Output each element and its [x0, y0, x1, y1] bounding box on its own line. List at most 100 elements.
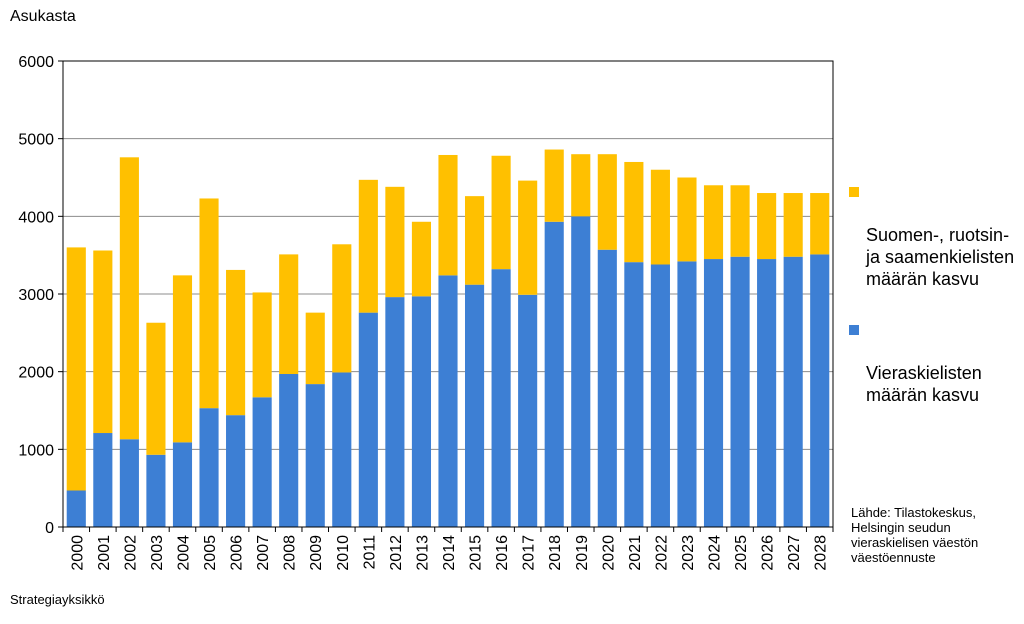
- x-tick-label: 2006: [229, 535, 246, 571]
- x-tick-label: 2002: [122, 535, 139, 571]
- bar-foreign: [650, 264, 670, 527]
- bar-foreign: [810, 254, 830, 527]
- bar-native: [730, 185, 750, 257]
- x-tick-label: 2022: [653, 535, 670, 571]
- x-tick-label: 2028: [813, 535, 830, 571]
- x-tick-label: 2004: [175, 535, 192, 571]
- legend-item-native: Suomen-, ruotsin- ja saamenkielisten mää…: [846, 180, 1024, 290]
- legend-swatch-foreign: [849, 325, 859, 335]
- bar-foreign: [491, 269, 511, 527]
- y-tick-label: 6000: [18, 54, 54, 71]
- bar-native: [783, 193, 803, 257]
- x-tick-label: 2026: [760, 535, 777, 571]
- x-tick-label: 2009: [308, 535, 325, 571]
- y-tick-label: 1000: [18, 442, 54, 459]
- x-tick-label: 2013: [414, 535, 431, 571]
- bars: [66, 149, 830, 528]
- legend-label-native: Suomen-, ruotsin- ja saamenkielisten mää…: [866, 225, 1015, 289]
- bar-foreign: [438, 275, 458, 527]
- bar-native: [677, 177, 697, 262]
- legend-item-foreign: Vieraskielisten määrän kasvu: [846, 318, 1024, 406]
- x-tick-label: 2008: [282, 535, 299, 571]
- bar-foreign: [730, 256, 750, 527]
- y-axis-label: Asukasta: [10, 8, 76, 25]
- bar-native: [385, 186, 405, 298]
- bar-foreign: [252, 397, 272, 527]
- plot-frame: [62, 60, 834, 528]
- x-tick-label: 2005: [202, 535, 219, 571]
- bar-foreign: [518, 294, 538, 527]
- x-tick-label: 2023: [680, 535, 697, 571]
- bar-foreign: [358, 312, 378, 527]
- x-tick-label: 2000: [69, 535, 86, 571]
- bar-native: [650, 169, 670, 265]
- bar-foreign: [279, 373, 299, 527]
- bar-native: [757, 193, 777, 260]
- bar-foreign: [677, 261, 697, 527]
- bar-foreign: [544, 221, 564, 527]
- x-tick-label: 2011: [361, 535, 378, 570]
- bar-native: [332, 244, 352, 373]
- x-tick-label: 2016: [494, 535, 511, 571]
- bar-foreign: [93, 433, 113, 527]
- bar-foreign: [757, 259, 777, 527]
- bar-native: [252, 292, 272, 398]
- bar-native: [491, 155, 511, 270]
- bar-native: [518, 180, 538, 295]
- bar-foreign: [305, 384, 325, 527]
- bar-native: [119, 157, 139, 440]
- bar-foreign: [703, 259, 724, 527]
- bar-foreign: [464, 284, 485, 527]
- bar-native: [93, 250, 113, 434]
- x-tick-label: 2024: [707, 535, 724, 571]
- bar-native: [810, 193, 830, 255]
- bar-native: [172, 275, 193, 443]
- bar-foreign: [172, 442, 193, 527]
- x-tick-label: 2012: [388, 535, 405, 571]
- bar-native: [66, 247, 86, 491]
- y-tick-label: 3000: [18, 287, 54, 304]
- bar-foreign: [226, 415, 246, 527]
- x-tick-label: 2018: [547, 535, 564, 571]
- bar-native: [597, 154, 617, 250]
- bar-foreign: [146, 454, 166, 527]
- legend-label-foreign: Vieraskielisten määrän kasvu: [866, 363, 982, 405]
- bar-foreign: [624, 262, 644, 527]
- bar-native: [226, 269, 246, 416]
- bar-native: [358, 179, 378, 313]
- bar-foreign: [411, 296, 432, 527]
- footer-credit: Strategiayksikkö: [10, 592, 105, 607]
- x-tick-label: 2017: [521, 535, 538, 571]
- x-tick-label: 2010: [335, 535, 352, 571]
- source-note: Lähde: Tilastokeskus, Helsingin seudun v…: [851, 505, 979, 565]
- x-tick-label: 2007: [255, 535, 272, 571]
- bar-foreign: [199, 408, 219, 527]
- bar-native: [199, 198, 219, 409]
- bar-native: [438, 154, 458, 276]
- x-tick-label: 2015: [468, 535, 485, 571]
- bar-native: [305, 312, 325, 385]
- x-tick-label: 2027: [786, 535, 803, 571]
- x-tick-label: 2025: [733, 535, 750, 571]
- bar-native: [279, 254, 299, 374]
- bar-native: [544, 149, 564, 222]
- x-tick-label: 2001: [96, 535, 113, 571]
- bar-native: [571, 154, 591, 217]
- x-tick-label: 2003: [149, 535, 166, 571]
- y-tick-label: 2000: [18, 365, 54, 382]
- bar-foreign: [66, 490, 86, 527]
- bar-foreign: [783, 256, 803, 527]
- bar-native: [411, 221, 432, 297]
- legend-swatch-native: [849, 187, 859, 197]
- legend: Suomen-, ruotsin- ja saamenkielisten mää…: [846, 180, 1024, 434]
- bar-native: [624, 161, 644, 263]
- y-tick-label: 5000: [18, 132, 54, 149]
- bar-foreign: [571, 216, 591, 528]
- axes: 0 1000 2000 3000 4000 5000 6000 2000 2001 2002 200…: [18, 54, 834, 571]
- bar-foreign: [332, 372, 352, 527]
- bar-native: [703, 185, 724, 260]
- bar-foreign: [597, 249, 617, 528]
- y-tick-label: 4000: [18, 209, 54, 226]
- y-tick-label: 0: [45, 520, 54, 537]
